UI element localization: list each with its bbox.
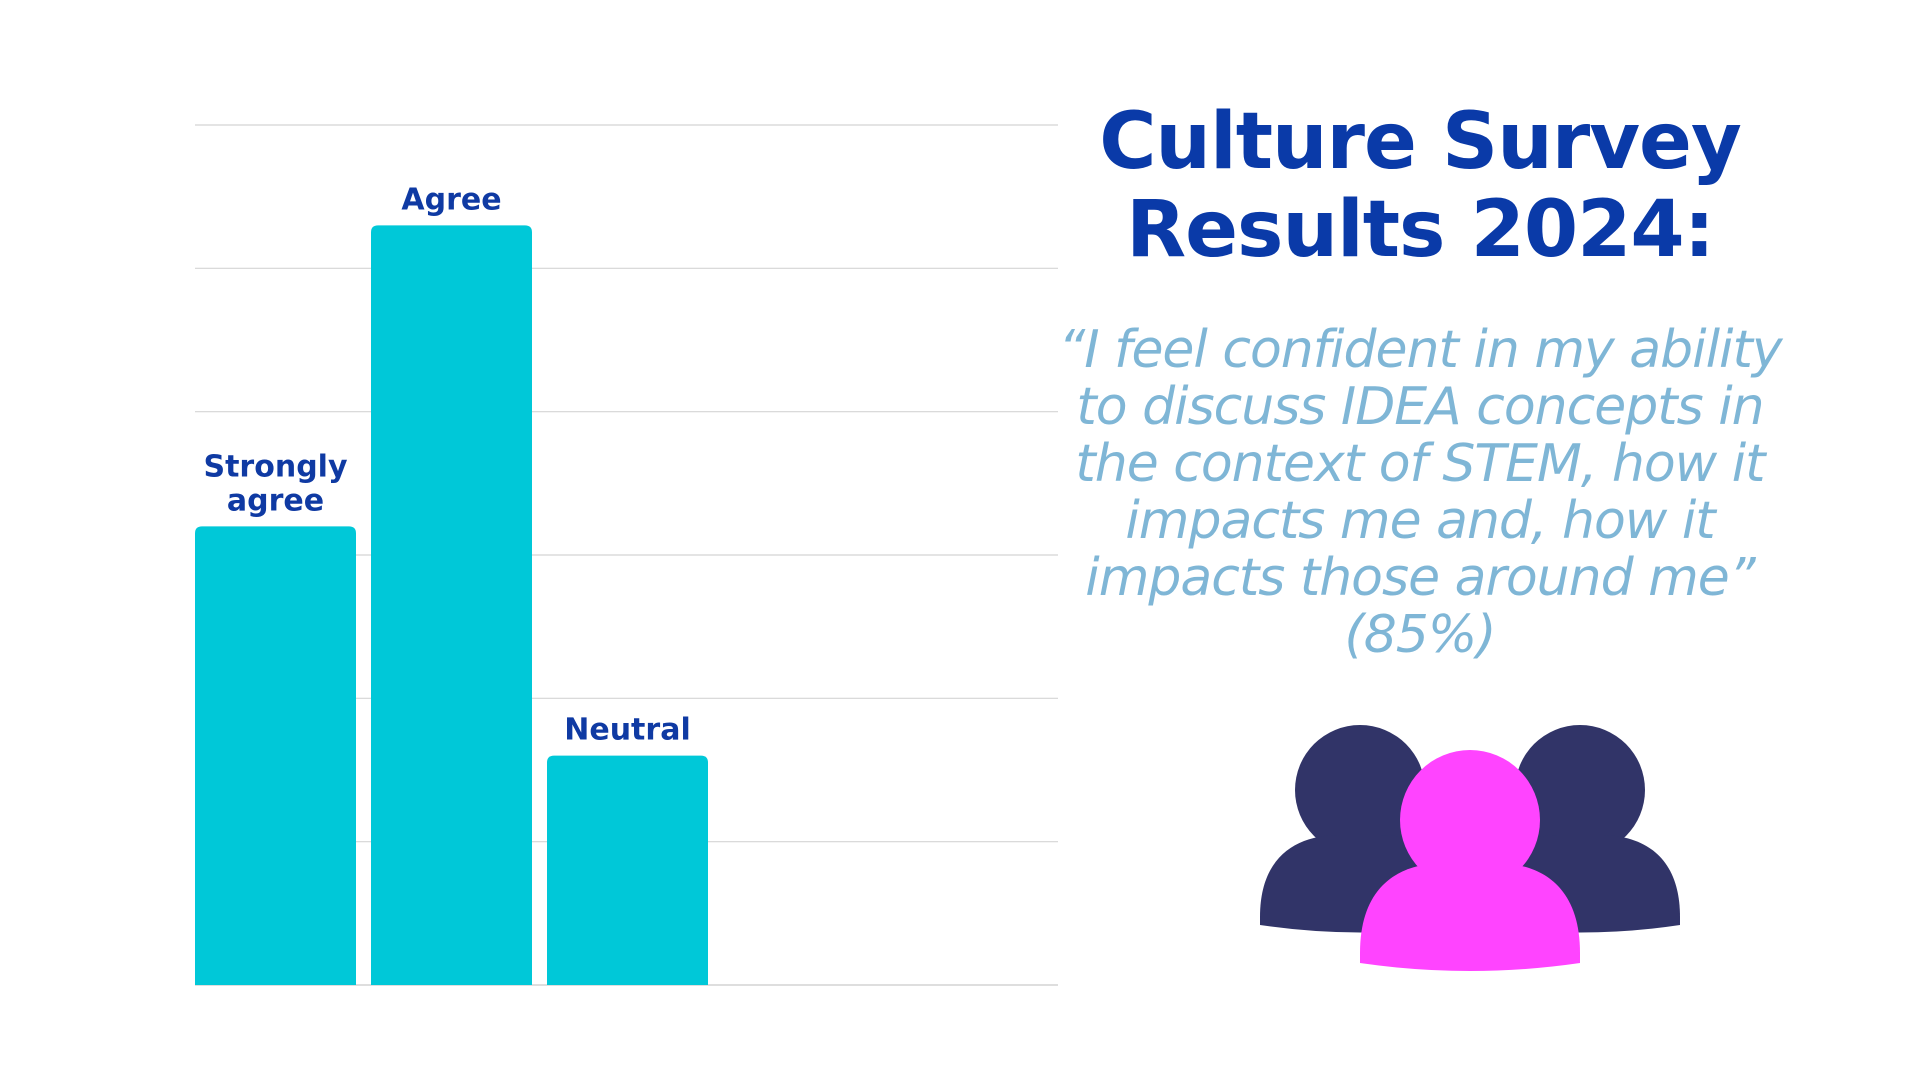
people-group-icon — [1260, 725, 1680, 971]
title-line-2: Results 2024: — [1126, 185, 1715, 275]
chart-bar-labels: Strongly agree Agree Neutral — [203, 182, 690, 747]
person-back-shape — [1515, 725, 1645, 855]
quote-line-5: impacts those around me” — [1085, 548, 1755, 608]
bar-agree — [371, 225, 532, 986]
person-front-shape — [1400, 750, 1540, 890]
quote-line-4: impacts me and, how it — [1125, 491, 1715, 551]
chart-bars — [195, 225, 708, 986]
person-left-icon — [1260, 725, 1460, 933]
bar-chart: Strongly agree Agree Neutral — [195, 124, 1058, 986]
bar-label-strongly-agree: Strongly agree — [203, 449, 347, 518]
bar-strongly-agree — [195, 526, 356, 985]
bar-label-agree: Agree — [401, 182, 501, 217]
person-back-shape — [1295, 725, 1425, 855]
quote-line-2: to discuss IDEA concepts in — [1076, 377, 1764, 437]
bar-neutral — [547, 755, 708, 985]
title-line-1: Culture Survey — [1099, 97, 1742, 187]
bar-label-neutral: Neutral — [564, 713, 690, 748]
page-title: Culture Survey Results 2024: — [1030, 98, 1810, 274]
person-front-shape — [1360, 863, 1580, 971]
survey-quote: “I feel confident in my ability to discu… — [1010, 322, 1830, 664]
quote-line-1: “I feel confident in my ability — [1058, 320, 1782, 380]
person-front-icon — [1360, 750, 1580, 971]
quote-line-6: (85%) — [1344, 605, 1496, 665]
quote-line-3: the context of STEM, how it — [1075, 434, 1765, 494]
